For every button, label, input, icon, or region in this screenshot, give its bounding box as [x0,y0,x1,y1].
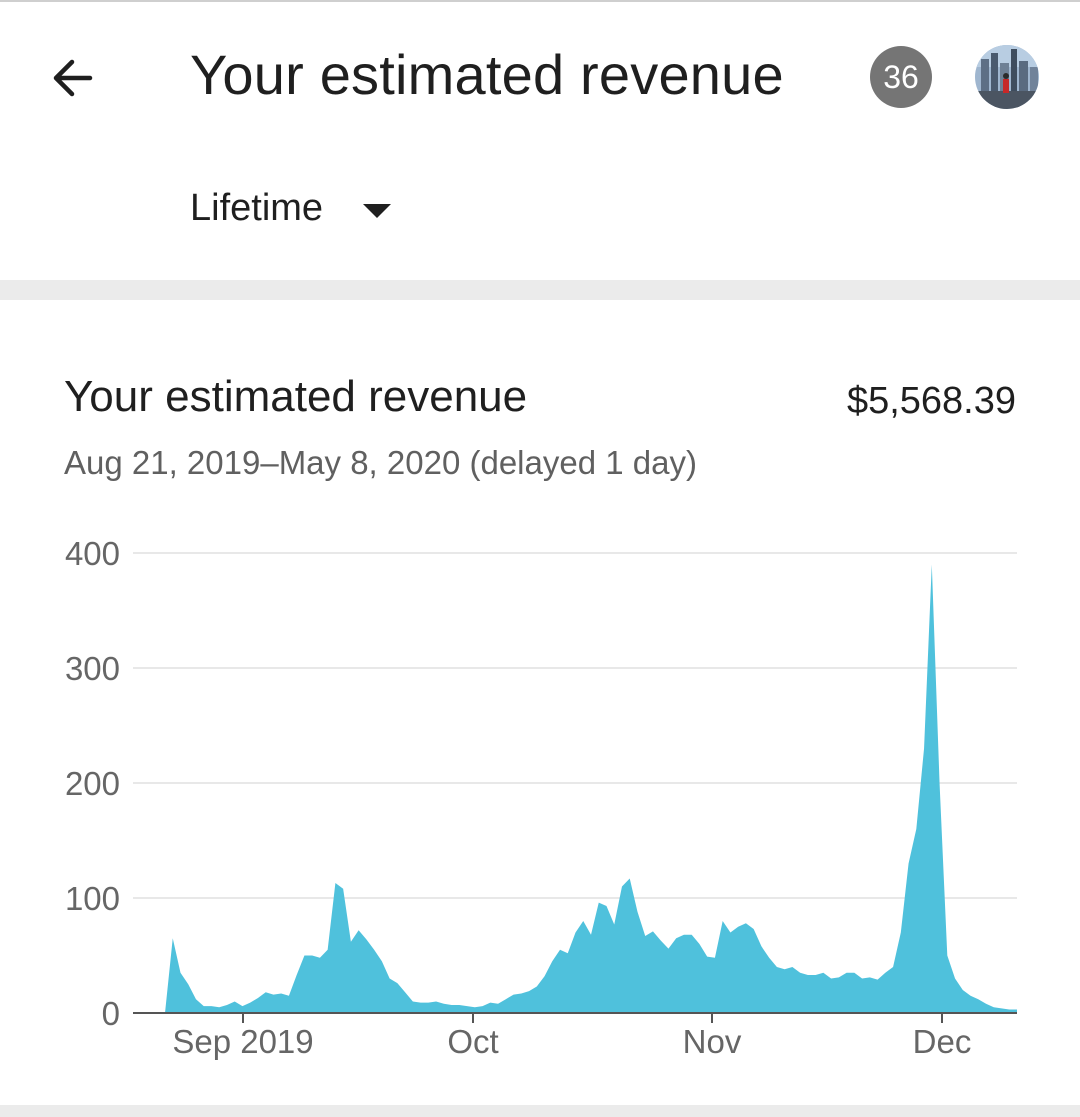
y-tick-label: 200 [65,765,120,802]
account-avatar[interactable] [975,45,1039,109]
top-border [0,0,1080,2]
y-tick-label: 100 [65,880,120,917]
arrow-left-icon [53,59,93,97]
caret-down-icon [363,203,392,218]
bottom-divider [0,1105,1080,1117]
y-tick-label: 300 [65,650,120,687]
page-title: Your estimated revenue [190,43,784,106]
x-tick-label: Oct [447,1023,498,1060]
date-range: Aug 21, 2019–May 8, 2020 (delayed 1 day) [64,444,697,481]
section-divider [0,280,1080,300]
y-tick-label: 400 [65,535,120,572]
period-label: Lifetime [190,187,324,229]
app-header: Your estimated revenue 36 Lifetime [0,2,1080,280]
period-dropdown[interactable]: Lifetime [190,187,392,230]
revenue-chart: 0 100 200 300 400 Sep 2019 Oct Nov Dec [65,535,1017,1060]
revenue-card[interactable]: Your estimated revenue $5,568.39 Aug 21,… [0,300,1080,1105]
x-tick-label: Nov [683,1023,742,1060]
avatar-image [975,45,1039,109]
revenue-area-series [165,564,1017,1013]
card-title: Your estimated revenue [64,372,528,421]
back-button[interactable] [42,50,102,106]
revenue-amount: $5,568.39 [846,380,1016,422]
x-tick-label: Dec [913,1023,972,1060]
x-tick-label: Sep 2019 [172,1023,313,1060]
y-tick-label: 0 [102,995,120,1032]
notification-badge[interactable]: 36 [870,46,932,108]
